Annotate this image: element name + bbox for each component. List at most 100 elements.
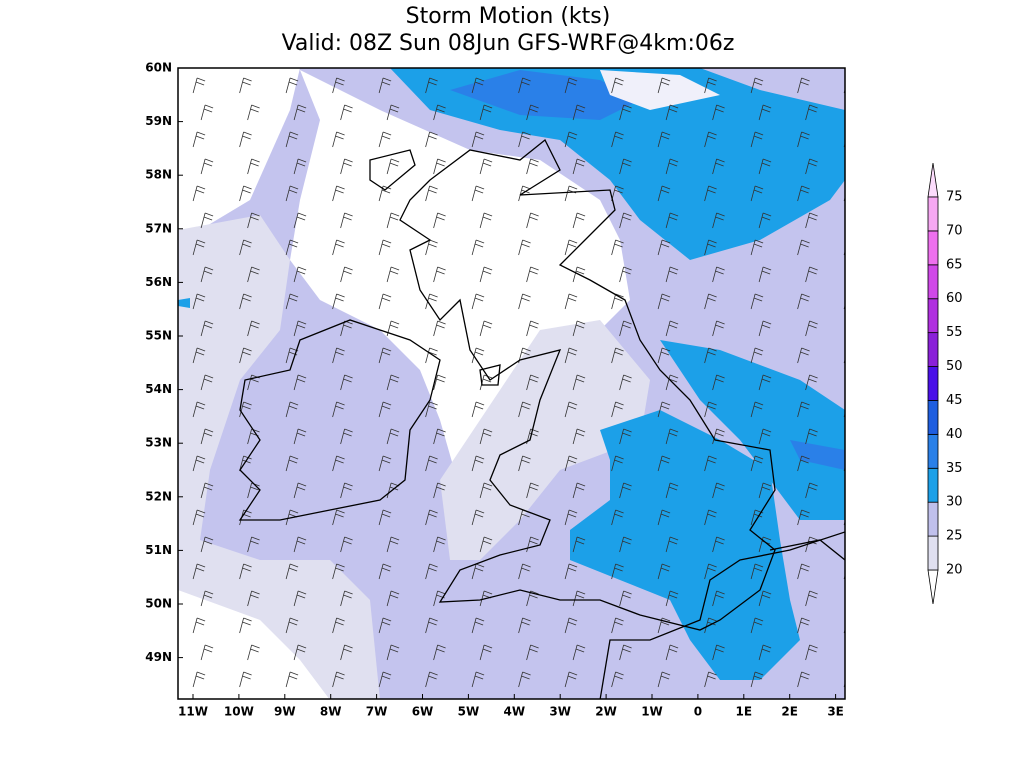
wind-barb (572, 374, 586, 391)
wind-barb (805, 374, 818, 391)
y-tick-label: 51N (145, 543, 172, 557)
wind-barb (526, 536, 539, 553)
wind-barb (797, 131, 810, 148)
wind-barb (479, 266, 493, 283)
x-tick-label: 10W (224, 705, 254, 719)
colorbar-label: 60 (946, 291, 963, 306)
wind-barb (285, 401, 299, 418)
wind-barb (843, 304, 845, 310)
wind-barb (518, 77, 531, 94)
wind-barb (758, 590, 772, 607)
x-tick-label: 11W (178, 705, 208, 719)
wind-barb (192, 617, 206, 634)
wind-barb (758, 428, 772, 445)
wind-barb (758, 158, 772, 175)
wind-barb (340, 158, 353, 175)
wind-barb (340, 266, 353, 283)
border (769, 539, 845, 561)
wind-barb (750, 455, 764, 472)
wind-barb (623, 698, 625, 699)
colorbar-extension (927, 569, 939, 605)
wind-barb (704, 617, 717, 634)
wind-barb (378, 401, 392, 418)
wind-barb (657, 563, 671, 580)
wind-barb (619, 104, 632, 121)
y-tick-label: 50N (145, 597, 172, 611)
colorbar-label: 40 (946, 427, 963, 442)
colorbar-swatch (927, 298, 939, 334)
wind-barb (386, 644, 400, 661)
wind-barb (564, 509, 578, 526)
coastline (479, 364, 501, 386)
wind-barb (665, 428, 679, 445)
wind-barb (479, 644, 493, 661)
wind-barb (665, 212, 679, 229)
wind-barb (293, 212, 307, 229)
wind-barb (479, 104, 493, 121)
wind-barb (750, 293, 764, 310)
wind-barb (192, 671, 206, 688)
map (178, 68, 864, 699)
wind-barb (200, 212, 214, 229)
wind-barb (564, 671, 578, 688)
wind-barb (390, 698, 393, 699)
wind-barb (564, 455, 578, 472)
wind-barb (704, 401, 717, 418)
wind-barb (386, 158, 400, 175)
field-high (450, 70, 640, 120)
x-tick-label: 7W (366, 705, 388, 719)
wind-barb (572, 644, 586, 661)
wind-barb (239, 131, 252, 148)
wind-barb (665, 536, 679, 553)
wind-barb (433, 158, 446, 175)
wind-barb (572, 158, 586, 175)
wind-barb (750, 401, 764, 418)
wind-barb (805, 266, 818, 283)
wind-barb (797, 563, 810, 580)
wind-barb (657, 239, 671, 256)
wind-barb (619, 212, 632, 229)
wind-barb (239, 185, 252, 202)
colorbar-label: 25 (946, 529, 963, 544)
wind-barb (332, 239, 345, 256)
wind-barb (750, 347, 764, 364)
wind-barb (843, 520, 845, 526)
wind-barb (852, 321, 864, 336)
wind-barb (704, 293, 717, 310)
wind-barb (564, 347, 578, 364)
wind-barb (809, 698, 811, 699)
wind-barb (712, 104, 725, 121)
wind-barb (293, 320, 307, 337)
wind-barb (332, 293, 345, 310)
wind-barb (433, 374, 446, 391)
wind-barb (852, 105, 864, 120)
wind-barb (750, 185, 764, 202)
coastline (599, 531, 845, 699)
wind-barb (518, 563, 531, 580)
wind-barb (433, 428, 446, 445)
wind-barb (758, 104, 772, 121)
wind-barb (293, 428, 307, 445)
colorbar-extension (927, 162, 939, 198)
wind-barb (332, 455, 345, 472)
wind-barb (572, 320, 586, 337)
wind-barb (530, 698, 532, 699)
wind-barb (797, 77, 810, 94)
wind-barb (852, 267, 864, 282)
wind-barb (704, 239, 717, 256)
wind-barb (526, 320, 539, 337)
wind-barb (285, 671, 299, 688)
x-tick-label: 0 (694, 705, 702, 719)
wind-barb (386, 374, 400, 391)
wind-barb (669, 698, 672, 699)
wind-barb (576, 698, 579, 699)
wind-barb (665, 158, 679, 175)
wind-barb (471, 563, 485, 580)
wind-barb (433, 104, 446, 121)
wind-barb (572, 482, 586, 499)
wind-barb (293, 374, 307, 391)
wind-barb (425, 563, 438, 580)
wind-barb (378, 563, 392, 580)
wind-barb (619, 428, 632, 445)
wind-barb (712, 266, 725, 283)
